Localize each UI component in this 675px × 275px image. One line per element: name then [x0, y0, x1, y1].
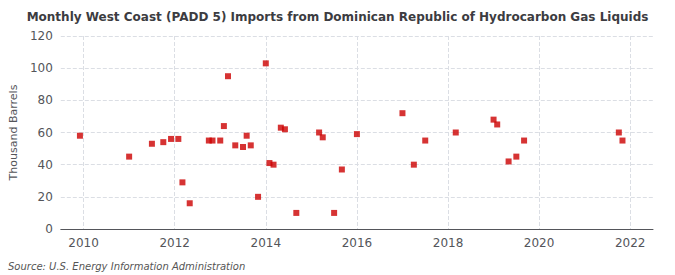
svg-text:80: 80 — [38, 93, 53, 107]
svg-text:2014: 2014 — [251, 236, 282, 250]
svg-text:2018: 2018 — [433, 236, 464, 250]
svg-text:60: 60 — [38, 126, 53, 140]
svg-text:20: 20 — [38, 190, 53, 204]
svg-text:Thousand Barrels: Thousand Barrels — [7, 84, 20, 181]
svg-text:2020: 2020 — [524, 236, 555, 250]
svg-text:0: 0 — [45, 222, 53, 236]
svg-text:40: 40 — [38, 158, 53, 172]
svg-text:Monthly West Coast (PADD 5) Im: Monthly West Coast (PADD 5) Imports from… — [27, 10, 649, 24]
svg-text:Source: U.S. Energy Informatio: Source: U.S. Energy Information Administ… — [8, 261, 245, 272]
svg-text:120: 120 — [30, 29, 53, 43]
svg-text:2016: 2016 — [342, 236, 373, 250]
svg-text:2022: 2022 — [615, 236, 646, 250]
svg-text:100: 100 — [30, 61, 53, 75]
svg-text:2010: 2010 — [68, 236, 99, 250]
svg-text:2012: 2012 — [159, 236, 190, 250]
